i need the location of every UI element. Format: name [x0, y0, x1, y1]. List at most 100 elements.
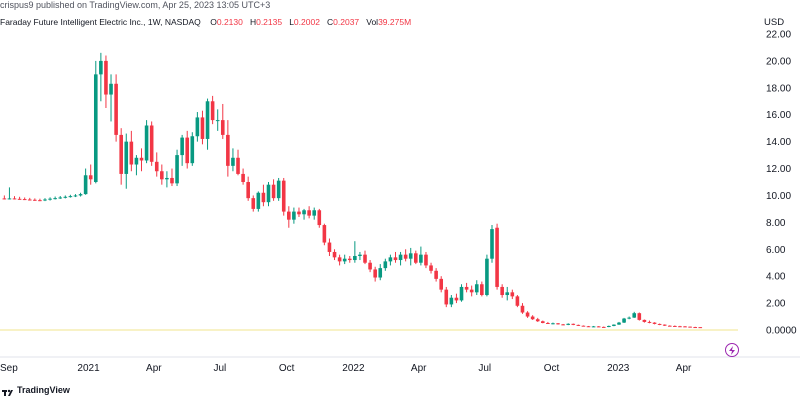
candle[interactable] — [261, 184, 266, 207]
candle[interactable] — [83, 168, 88, 195]
candle[interactable] — [231, 148, 235, 172]
candle[interactable] — [175, 149, 179, 187]
candle[interactable] — [535, 317, 540, 322]
candle[interactable] — [226, 120, 230, 177]
lightning-icon[interactable] — [725, 343, 739, 357]
candle[interactable] — [154, 152, 159, 177]
candle[interactable] — [551, 322, 555, 325]
candle[interactable] — [297, 207, 301, 217]
candle[interactable] — [281, 177, 286, 216]
candle[interactable] — [48, 197, 52, 201]
candle[interactable] — [327, 238, 332, 256]
candle[interactable] — [388, 254, 393, 266]
candle[interactable] — [292, 207, 296, 224]
candle[interactable] — [652, 322, 657, 325]
candle[interactable] — [17, 196, 22, 200]
candle[interactable] — [393, 251, 398, 263]
candle[interactable] — [317, 208, 322, 228]
candle[interactable] — [114, 74, 118, 142]
candle[interactable] — [312, 207, 317, 220]
candle[interactable] — [256, 191, 261, 212]
candle[interactable] — [474, 280, 479, 296]
candle[interactable] — [632, 311, 637, 318]
candle[interactable] — [454, 293, 459, 304]
candle[interactable] — [160, 164, 164, 185]
candle[interactable] — [99, 52, 103, 102]
candle[interactable] — [358, 251, 362, 261]
candle[interactable] — [27, 197, 32, 201]
candle[interactable] — [601, 326, 606, 328]
candle[interactable] — [642, 319, 647, 323]
candle[interactable] — [144, 120, 149, 164]
candle[interactable] — [612, 324, 616, 327]
candle[interactable] — [276, 177, 281, 201]
candle[interactable] — [556, 323, 560, 325]
candle[interactable] — [520, 303, 525, 314]
candle[interactable] — [220, 103, 225, 139]
candle[interactable] — [627, 316, 631, 320]
candle[interactable] — [38, 198, 42, 202]
candle[interactable] — [2, 195, 7, 200]
candle[interactable] — [586, 325, 591, 328]
candle[interactable] — [464, 282, 469, 293]
candle[interactable] — [7, 187, 12, 200]
candle[interactable] — [58, 195, 63, 199]
candle[interactable] — [540, 320, 545, 324]
candle[interactable] — [408, 247, 413, 266]
candle[interactable] — [134, 155, 139, 176]
candle[interactable] — [439, 276, 444, 293]
candle[interactable] — [205, 98, 210, 150]
candle[interactable] — [63, 195, 68, 199]
candle[interactable] — [485, 254, 489, 297]
candle[interactable] — [683, 326, 687, 328]
candle[interactable] — [662, 324, 667, 326]
candle[interactable] — [139, 148, 144, 172]
candle[interactable] — [149, 121, 154, 166]
candle[interactable] — [495, 223, 499, 290]
candle[interactable] — [622, 317, 626, 324]
candle[interactable] — [398, 251, 403, 266]
candle[interactable] — [73, 194, 78, 198]
candle[interactable] — [302, 208, 306, 220]
candle[interactable] — [129, 130, 134, 172]
candle[interactable] — [515, 295, 520, 308]
candle[interactable] — [109, 74, 113, 122]
candle[interactable] — [449, 295, 454, 308]
candle[interactable] — [12, 196, 17, 200]
candle[interactable] — [444, 286, 449, 308]
candle[interactable] — [576, 324, 581, 326]
candle[interactable] — [571, 323, 576, 326]
candle[interactable] — [596, 326, 601, 328]
candle[interactable] — [347, 256, 352, 263]
candle[interactable] — [53, 196, 57, 200]
candle[interactable] — [33, 198, 37, 201]
candle[interactable] — [251, 195, 256, 212]
candle[interactable] — [505, 286, 510, 301]
candle[interactable] — [78, 192, 83, 197]
candle[interactable] — [480, 281, 484, 297]
candle[interactable] — [190, 132, 195, 166]
candle[interactable] — [322, 223, 327, 246]
candle[interactable] — [607, 325, 611, 328]
candle[interactable] — [185, 130, 190, 169]
candle[interactable] — [165, 171, 169, 188]
candle[interactable] — [561, 323, 565, 326]
candle[interactable] — [307, 206, 311, 219]
candle[interactable] — [353, 241, 357, 263]
candle[interactable] — [287, 206, 291, 228]
candle[interactable] — [673, 325, 677, 327]
candle[interactable] — [414, 250, 418, 265]
candle[interactable] — [429, 262, 433, 274]
candle[interactable] — [241, 168, 245, 185]
candle[interactable] — [698, 327, 703, 329]
candle[interactable] — [195, 112, 200, 142]
candle[interactable] — [43, 198, 47, 202]
candle[interactable] — [419, 246, 423, 266]
candle[interactable] — [693, 326, 697, 329]
candle[interactable] — [363, 250, 367, 265]
candle[interactable] — [469, 285, 474, 297]
candle[interactable] — [424, 251, 428, 269]
candle[interactable] — [170, 168, 174, 187]
candle[interactable] — [546, 321, 550, 325]
